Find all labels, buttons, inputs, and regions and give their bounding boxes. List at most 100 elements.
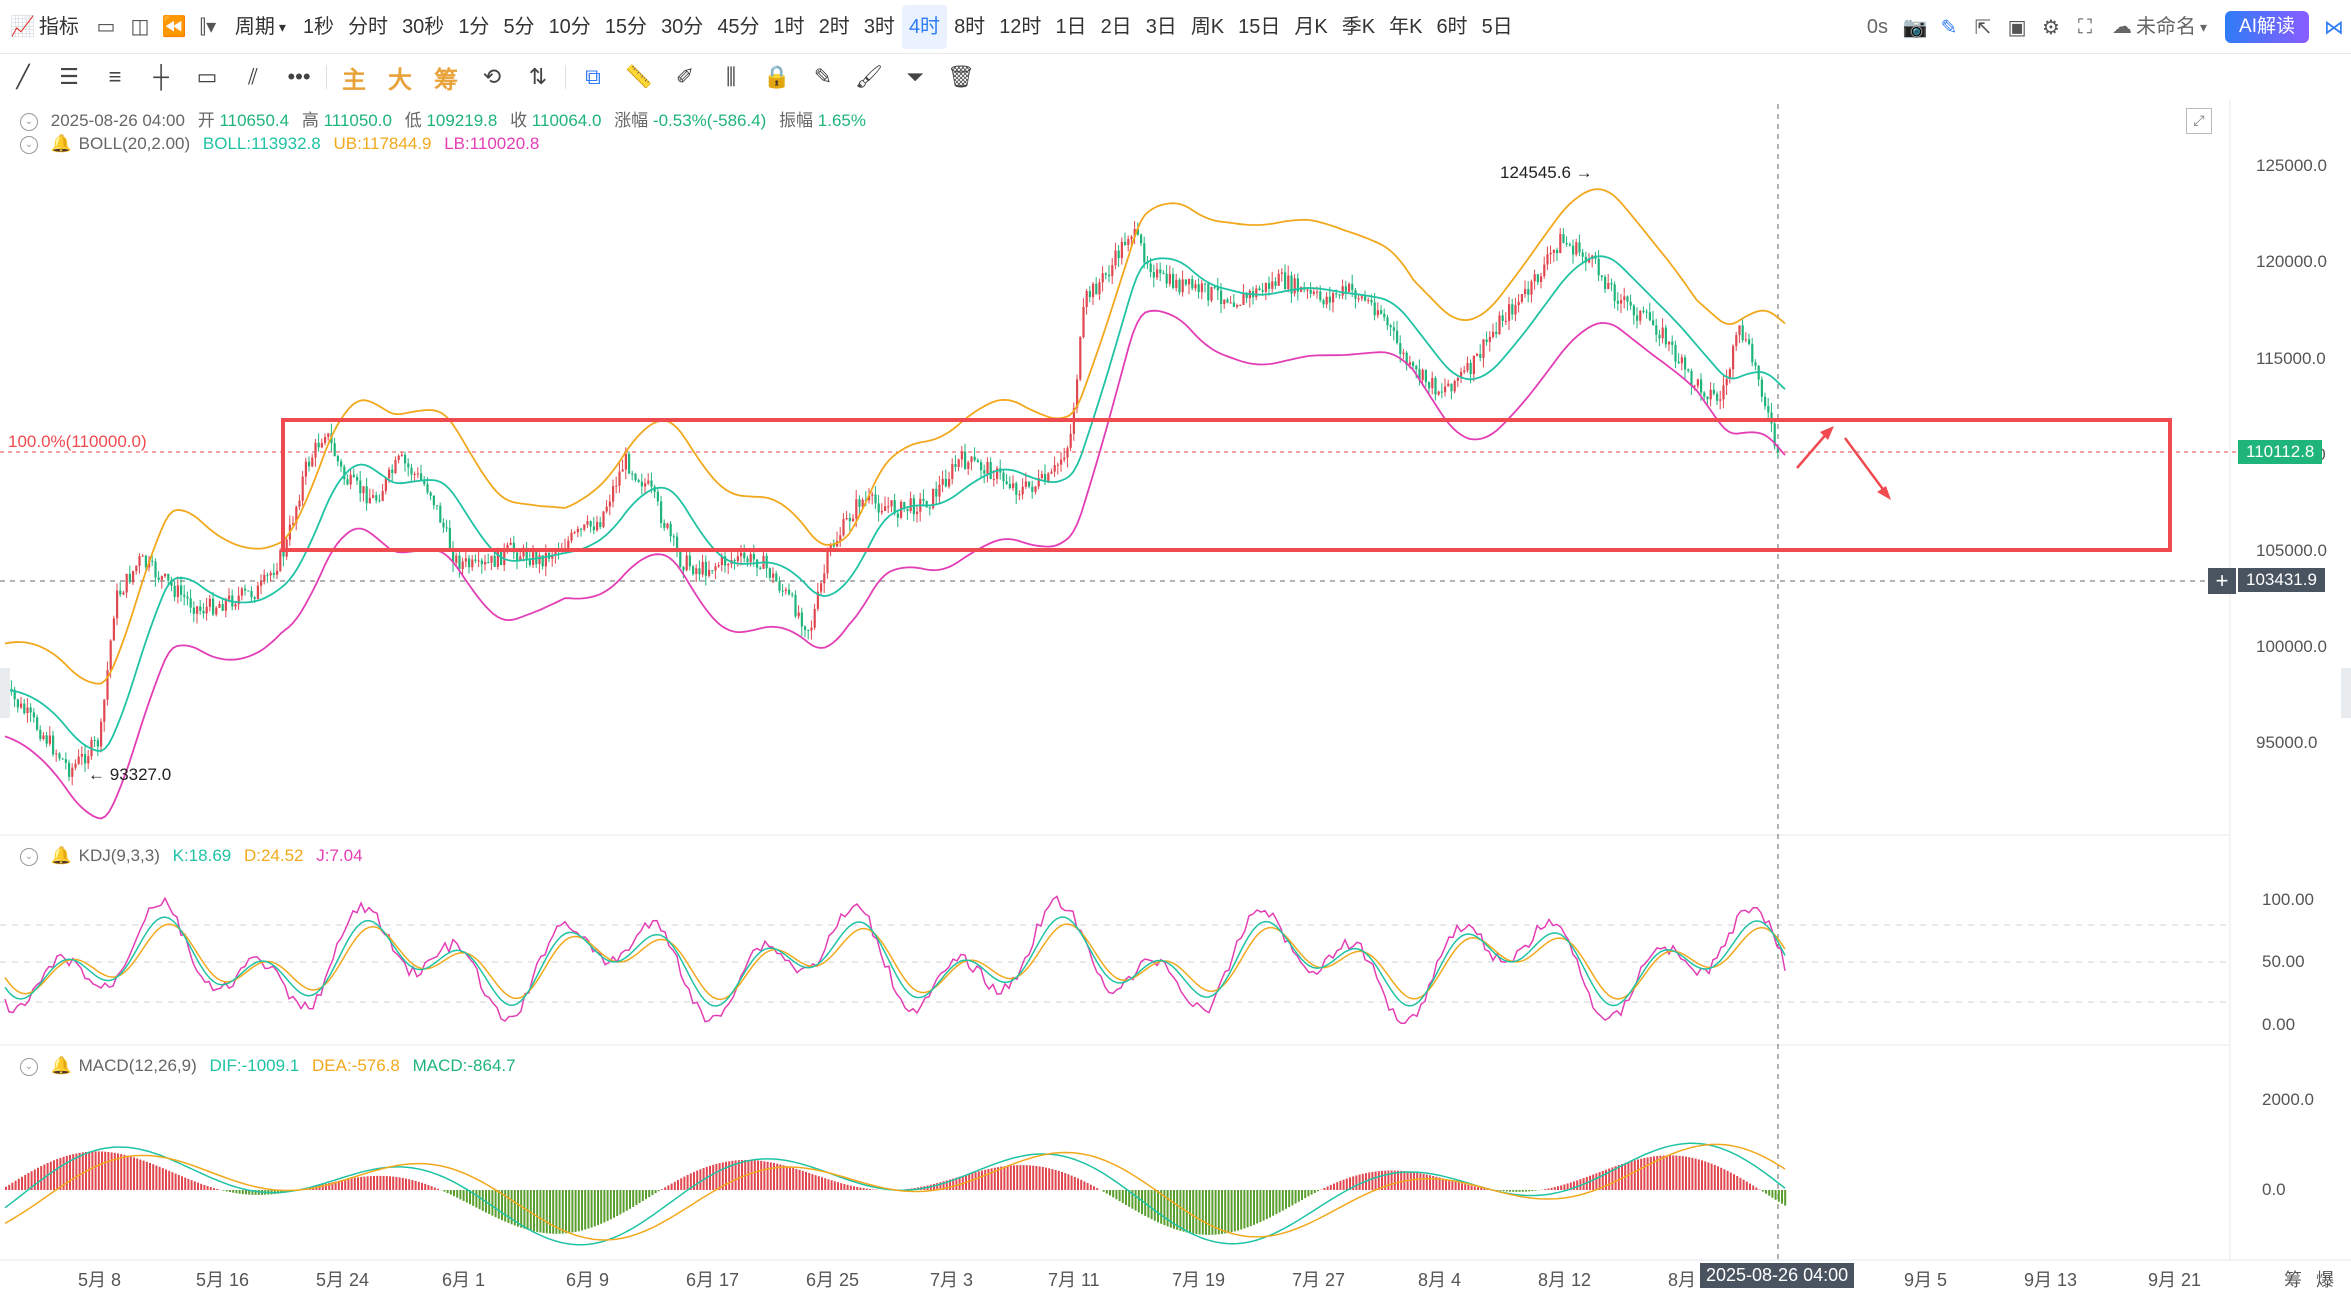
- period-dropdown[interactable]: 周期 ▾: [225, 5, 296, 49]
- chip-button[interactable]: 筹: [434, 66, 458, 94]
- expand-icon[interactable]: ⤢: [2186, 108, 2212, 134]
- big-order-button[interactable]: 大: [388, 66, 412, 94]
- collapse-icon[interactable]: ⌄: [20, 135, 38, 154]
- macd-histogram-bar: [1774, 1190, 1777, 1200]
- period-tab[interactable]: 1日: [1055, 15, 1087, 38]
- candle-body: [628, 453, 631, 474]
- notes-icon[interactable]: ✎: [813, 64, 833, 89]
- rewind-icon[interactable]: ⏪: [161, 16, 187, 38]
- period-tab[interactable]: 1分: [458, 15, 490, 38]
- main-chart-button[interactable]: 主: [342, 66, 366, 94]
- period-tab[interactable]: 15日: [1238, 15, 1281, 38]
- horizontal-lines-icon[interactable]: ≡: [108, 64, 122, 89]
- pen-icon[interactable]: ✎: [1940, 16, 1958, 39]
- period-tab[interactable]: 季K: [1341, 15, 1376, 38]
- share-icon[interactable]: ⋈: [2324, 16, 2344, 39]
- bell-icon[interactable]: 🔔: [50, 134, 72, 153]
- period-tab[interactable]: 5分: [503, 15, 535, 38]
- save-image-icon[interactable]: ▣: [2007, 16, 2027, 39]
- period-tab[interactable]: 8时: [954, 15, 986, 38]
- chart-style-icon[interactable]: ⫼: [725, 64, 737, 89]
- period-tab[interactable]: 2时: [818, 15, 850, 38]
- calendar-icon[interactable]: ▭: [96, 16, 116, 38]
- gear-icon[interactable]: ⚙: [2042, 16, 2060, 39]
- period-tab[interactable]: 12时: [999, 15, 1042, 38]
- eraser-icon[interactable]: ✐: [675, 64, 695, 89]
- period-tab[interactable]: 周K: [1190, 15, 1225, 38]
- period-tab[interactable]: 分时: [348, 15, 389, 38]
- period-tab[interactable]: 3时: [863, 15, 895, 38]
- macd-histogram-bar: [200, 1183, 203, 1190]
- fullscreen-icon[interactable]: ⛶: [2078, 15, 2093, 38]
- horizontal-line-icon[interactable]: ┼: [153, 64, 169, 89]
- chip-tab[interactable]: 筹: [2284, 1270, 2302, 1290]
- period-tab[interactable]: 2日: [1100, 15, 1132, 38]
- candle-body: [692, 566, 695, 575]
- period-tab[interactable]: 年K: [1389, 15, 1423, 38]
- macd-histogram-bar: [1384, 1170, 1387, 1190]
- macd-histogram-bar: [395, 1176, 398, 1190]
- macd-histogram-bar: [1579, 1179, 1582, 1190]
- kdj-k-line: [4, 916, 1786, 1007]
- candle-body: [1130, 236, 1133, 240]
- candle-body: [1076, 379, 1079, 409]
- period-tab[interactable]: 1时: [773, 15, 805, 38]
- camera-icon[interactable]: 📷: [1902, 16, 1928, 39]
- lock-icon[interactable]: 🔒: [763, 64, 791, 89]
- period-tab[interactable]: 10分: [548, 15, 591, 38]
- kdj-name[interactable]: KDJ(9,3,3): [78, 846, 160, 865]
- right-panel-handle[interactable]: [2341, 668, 2351, 718]
- collapse-icon[interactable]: ⌄: [20, 112, 38, 131]
- parallel-channel-icon[interactable]: ☰: [59, 64, 79, 89]
- layout-name-dropdown[interactable]: ☁ 未命名 ▾: [2102, 5, 2217, 49]
- candle-body: [1693, 385, 1696, 387]
- candle-body: [212, 598, 215, 615]
- period-tab[interactable]: 30分: [661, 15, 704, 38]
- candle-body: [196, 606, 199, 614]
- period-tab[interactable]: 4时: [901, 4, 948, 49]
- macd-histogram-bar: [1000, 1166, 1003, 1190]
- boll-name[interactable]: BOLL(20,2.00): [78, 134, 191, 153]
- period-tab[interactable]: 30秒: [402, 15, 445, 38]
- period-tab[interactable]: 6时: [1436, 15, 1468, 38]
- candle-body: [1604, 276, 1607, 289]
- line-tool-icon[interactable]: ╱: [16, 64, 30, 89]
- rectangle-tool-icon[interactable]: ▭: [196, 64, 218, 89]
- period-tab[interactable]: 45分: [717, 15, 760, 38]
- period-tab[interactable]: 1秒: [302, 15, 335, 38]
- brush-icon[interactable]: 🖌: [855, 64, 883, 89]
- collapse-icon[interactable]: ⌄: [20, 1057, 38, 1076]
- candle-body: [1655, 325, 1658, 335]
- more-tools-icon[interactable]: •••: [287, 64, 311, 89]
- magnet-icon[interactable]: ⧉: [585, 64, 601, 89]
- candle-type-icon[interactable]: ⫿▾: [199, 16, 217, 38]
- layout-icon[interactable]: ◫: [130, 16, 150, 38]
- fib-level-label[interactable]: 100.0%(110000.0): [8, 432, 147, 451]
- period-tab[interactable]: 5日: [1481, 15, 1513, 38]
- macd-name[interactable]: MACD(12,26,9): [78, 1056, 197, 1075]
- price-axis-label: 115000.0: [2256, 349, 2326, 368]
- period-tab[interactable]: 15分: [604, 15, 648, 38]
- collapse-icon[interactable]: ⌄: [20, 847, 38, 866]
- trash-icon[interactable]: 🗑: [947, 64, 975, 89]
- candle-body: [1754, 362, 1757, 366]
- liquidation-tab[interactable]: 爆: [2316, 1270, 2334, 1290]
- left-panel-handle[interactable]: [0, 668, 10, 718]
- period-tab[interactable]: 月K: [1294, 15, 1328, 38]
- period-tab[interactable]: 3日: [1145, 15, 1177, 38]
- bell-icon[interactable]: 🔔: [50, 846, 72, 865]
- macd-histogram-bar: [1141, 1190, 1143, 1215]
- macd-histogram-bar: [1157, 1190, 1159, 1223]
- fibonacci-icon[interactable]: ⫽: [248, 64, 258, 89]
- compare-icon[interactable]: ⟲: [482, 64, 502, 89]
- ruler-icon[interactable]: 📏: [625, 64, 653, 89]
- indicator-button[interactable]: 📈 指标: [0, 5, 89, 49]
- bell-icon[interactable]: 🔔: [50, 1056, 72, 1075]
- filter-icon[interactable]: ⏷: [906, 64, 924, 89]
- trade-icon[interactable]: ⇅: [528, 64, 548, 89]
- add-alert-icon[interactable]: +: [2208, 568, 2236, 594]
- export-icon[interactable]: ⇱: [1974, 16, 1992, 39]
- candle-body: [1460, 371, 1463, 378]
- ai-button[interactable]: AI解读: [2225, 11, 2309, 43]
